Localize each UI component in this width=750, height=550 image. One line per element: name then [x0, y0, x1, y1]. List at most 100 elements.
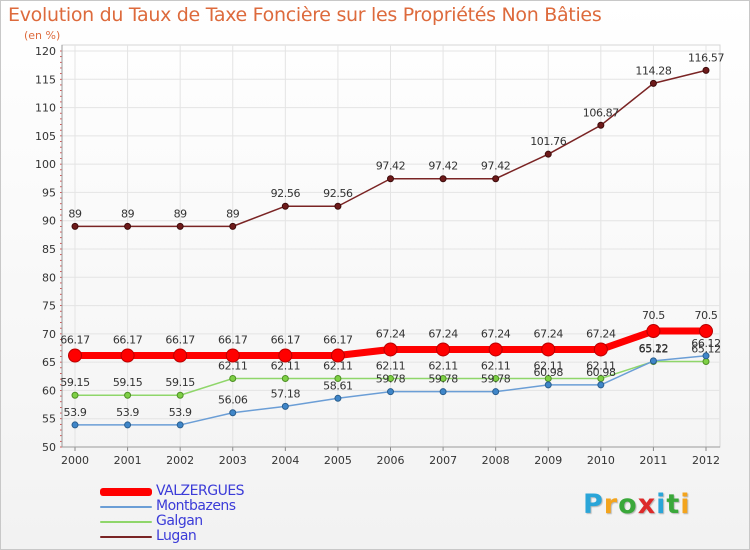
x-tick-label: 2004	[271, 454, 299, 467]
data-point-lugan	[281, 202, 289, 210]
data-label-lugan: 97.42	[428, 160, 458, 173]
data-labels: 89 89 89 89 92.56 92.56 97.42 97.42 97.42 101.76 1…	[60, 51, 725, 419]
x-tick-label: 2010	[587, 454, 615, 467]
y-tick-label: 90	[42, 215, 56, 228]
data-point-valzergues	[225, 348, 240, 363]
y-tick-label: 120	[35, 45, 56, 58]
data-label-valzergues: 70.5	[642, 309, 665, 322]
data-point-lugan	[702, 66, 710, 74]
data-label-lugan: 101.76	[530, 135, 566, 148]
data-label-montbazens: 53.9	[169, 406, 192, 419]
data-point-galgan	[387, 374, 394, 382]
y-tick-label: 85	[42, 243, 56, 256]
data-point-montbazens	[597, 381, 605, 389]
y-tick-label: 110	[35, 102, 56, 115]
y-tick-label: 75	[42, 300, 56, 313]
data-point-valzergues	[436, 342, 451, 357]
data-point-montbazens	[281, 402, 289, 410]
data-point-lugan	[649, 79, 657, 87]
chart-title: Evolution du Taux de Taxe Foncière sur l…	[8, 4, 602, 26]
data-point-lugan	[597, 121, 605, 129]
data-point-montbazens	[124, 421, 132, 429]
data-label-galgan: 59.15	[165, 376, 195, 389]
data-label-montbazens: 56.06	[218, 394, 248, 407]
data-label-montbazens: 58.61	[323, 379, 353, 392]
y-tick-label: 70	[42, 328, 56, 341]
x-tick-label: 2003	[219, 454, 247, 467]
data-point-valzergues	[120, 348, 135, 363]
data-label-montbazens: 53.9	[116, 406, 139, 419]
data-point-galgan	[229, 374, 237, 382]
x-tick-label: 2011	[639, 454, 667, 467]
data-point-valzergues	[699, 324, 713, 339]
data-label-lugan: 89	[174, 207, 188, 220]
y-tick-label: 95	[42, 186, 56, 199]
y-tick-label: 105	[35, 130, 56, 143]
data-point-lugan	[176, 222, 184, 230]
data-label-galgan: 62.11	[376, 359, 406, 372]
data-label-galgan: 65.12	[691, 342, 721, 355]
legend-item-galgan: Galgan	[100, 514, 244, 529]
data-point-lugan	[124, 222, 132, 230]
data-point-montbazens	[387, 388, 394, 396]
data-point-valzergues	[330, 348, 345, 363]
data-point-valzergues	[68, 348, 82, 363]
data-label-galgan: 62.11	[428, 359, 458, 372]
data-label-valzergues: 67.24	[428, 327, 458, 340]
data-label-valzergues: 66.17	[271, 334, 301, 347]
data-point-lugan	[439, 175, 447, 183]
data-label-lugan: 89	[68, 207, 82, 220]
data-point-lugan	[492, 175, 500, 183]
data-point-montbazens	[229, 409, 237, 417]
logo-letter: i	[656, 489, 667, 520]
x-tick-label: 2007	[429, 454, 457, 467]
data-point-galgan	[702, 357, 710, 365]
y-tick-label: 65	[42, 356, 56, 369]
x-tick-label: 2005	[324, 454, 352, 467]
data-label-lugan: 97.42	[376, 160, 406, 173]
data-point-valzergues	[541, 342, 556, 357]
data-point-montbazens	[492, 388, 500, 396]
data-label-galgan: 62.11	[481, 359, 511, 372]
data-point-valzergues	[278, 348, 293, 363]
data-label-valzergues: 66.17	[218, 334, 248, 347]
data-label-montbazens: 59.78	[428, 373, 458, 386]
data-label-lugan: 92.56	[323, 187, 353, 200]
legend-label: Montbazens	[156, 498, 236, 514]
legend-label: Galgan	[156, 513, 203, 529]
x-tick-label: 2012	[692, 454, 720, 467]
logo-letter: o	[618, 489, 638, 520]
legend-item-montbazens: Montbazens	[100, 499, 244, 514]
data-label-valzergues: 67.24	[481, 327, 511, 340]
data-label-montbazens: 65.22	[639, 342, 669, 355]
x-tick-label: 2008	[482, 454, 510, 467]
y-tick-label: 60	[42, 384, 56, 397]
data-label-montbazens: 59.78	[481, 373, 511, 386]
x-tick-label: 2006	[377, 454, 405, 467]
data-label-galgan: 65.12	[639, 342, 669, 355]
data-label-galgan: 62.11	[271, 359, 301, 372]
data-label-montbazens: 59.78	[376, 373, 406, 386]
data-point-lugan	[229, 222, 237, 230]
legend-swatch	[100, 505, 152, 508]
data-label-galgan: 59.15	[60, 376, 90, 389]
data-label-lugan: 92.56	[271, 187, 301, 200]
data-label-montbazens: 60.98	[586, 366, 616, 379]
data-point-montbazens	[649, 357, 657, 365]
y-axis-unit-label: (en %)	[24, 29, 61, 42]
data-point-lugan	[387, 175, 394, 183]
x-tick-label: 2001	[114, 454, 142, 467]
y-tick-label: 100	[35, 158, 56, 171]
data-point-galgan	[71, 391, 79, 399]
data-label-galgan: 62.11	[534, 359, 564, 372]
data-label-galgan: 62.11	[218, 359, 248, 372]
data-label-lugan: 89	[121, 207, 135, 220]
data-point-montbazens	[71, 421, 79, 429]
data-label-lugan: 97.42	[481, 160, 511, 173]
data-point-lugan	[334, 202, 342, 210]
data-label-valzergues: 66.17	[323, 334, 353, 347]
data-label-lugan: 114.28	[635, 64, 671, 77]
data-point-valzergues	[646, 324, 661, 339]
data-point-valzergues	[173, 348, 188, 363]
